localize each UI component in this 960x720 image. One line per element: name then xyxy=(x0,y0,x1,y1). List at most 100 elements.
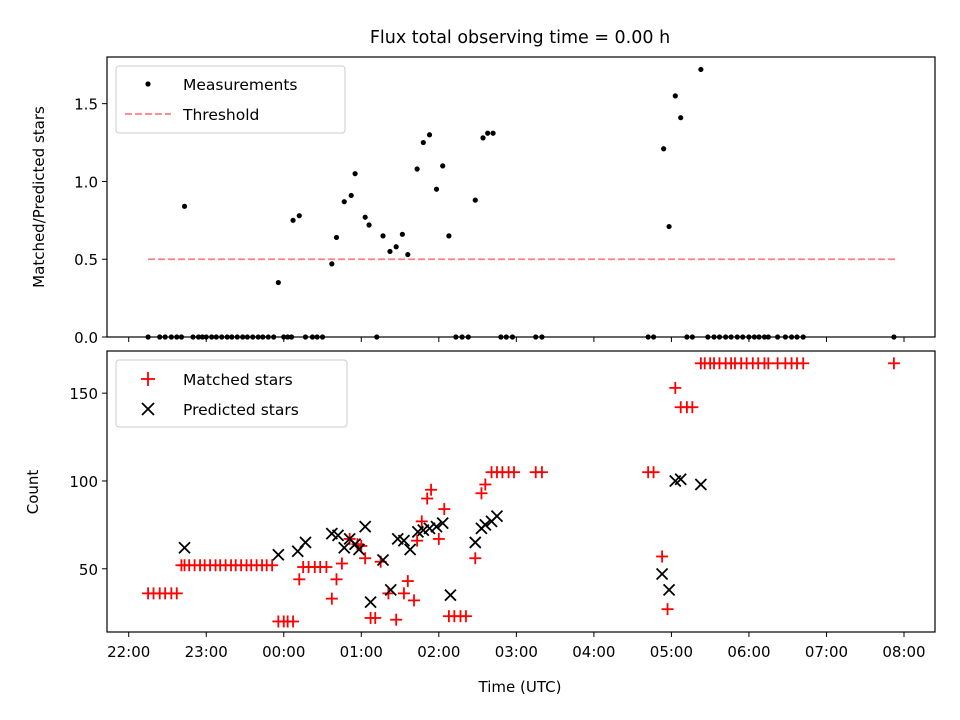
matched-star-point xyxy=(459,610,472,623)
measurement-point xyxy=(181,203,188,209)
bottom-x-tick-label: 22:00 xyxy=(107,643,150,661)
legend-measurements-label: Measurements xyxy=(183,76,298,94)
matched-star-point xyxy=(686,401,699,414)
matched-star-point xyxy=(415,515,428,528)
measurement-point xyxy=(420,139,426,146)
legend-matched-label: Matched stars xyxy=(183,371,293,389)
top-y-tick-label: 0.0 xyxy=(74,329,98,347)
measurement-point xyxy=(333,234,340,241)
measurement-point xyxy=(275,279,281,286)
matched-star-point xyxy=(797,357,810,370)
predicted-star-point xyxy=(359,520,372,533)
bottom-x-tick-label: 08:00 xyxy=(882,643,925,661)
measurement-point xyxy=(290,217,296,223)
measurement-point xyxy=(678,115,684,121)
measurement-point xyxy=(661,146,667,152)
top-panel: Flux total observing time = 0.00 h 0.0 0.… xyxy=(30,28,936,347)
measurement-point xyxy=(380,233,386,239)
bottom-x-tick-label: 06:00 xyxy=(727,643,770,661)
matched-star-point xyxy=(390,613,403,626)
matched-star-point xyxy=(647,466,660,479)
measurement-point xyxy=(666,223,672,230)
bottom-y-tick-label: 50 xyxy=(79,561,98,579)
matched-star-point xyxy=(293,573,306,586)
matched-star-point xyxy=(397,587,410,600)
matched-star-point xyxy=(887,357,900,370)
predicted-star-point xyxy=(376,553,390,567)
measurement-point xyxy=(405,251,411,258)
matched-star-point xyxy=(266,559,279,572)
predicted-star-point xyxy=(348,538,362,551)
measurement-point xyxy=(362,214,368,220)
predicted-star-point xyxy=(397,534,411,547)
bottom-x-tick-label: 05:00 xyxy=(650,643,693,661)
predicted-star-point xyxy=(694,478,708,491)
legend-predicted-marker xyxy=(141,402,155,416)
predicted-star-point xyxy=(331,529,345,542)
predicted-star-point xyxy=(384,583,397,596)
measurement-point xyxy=(472,197,478,203)
matched-star-point xyxy=(411,534,424,547)
measurement-point xyxy=(446,233,452,239)
matched-star-point xyxy=(369,611,382,624)
measurement-point xyxy=(352,171,358,177)
bottom-x-axis-label: Time (UTC) xyxy=(478,678,562,696)
matched-star-point xyxy=(421,492,434,505)
bottom-x-tick-label: 01:00 xyxy=(340,643,383,661)
bottom-x-tick-label: 00:00 xyxy=(262,643,305,661)
matched-star-point xyxy=(320,561,333,574)
matched-star-point xyxy=(408,594,421,607)
matched-star-point xyxy=(359,552,372,565)
legend-measurements-marker xyxy=(145,81,151,87)
predicted-star-point xyxy=(662,583,676,596)
bottom-panel: 50 100 150 22:00 23:00 00:00 01:00 02:00 03:00 04… xyxy=(24,350,936,696)
predicted-star-point xyxy=(403,543,417,556)
top-y-tick-label: 0.5 xyxy=(74,251,98,269)
measurement-point xyxy=(426,132,433,138)
top-legend: Measurements Threshold xyxy=(115,65,346,134)
matched-star-point xyxy=(335,557,348,570)
predicted-star-point xyxy=(423,522,436,535)
measurement-point xyxy=(329,261,335,267)
measurement-point xyxy=(490,130,496,136)
measurement-point xyxy=(366,222,372,228)
matched-star-point xyxy=(170,587,183,600)
matched-star-point xyxy=(479,478,492,491)
predicted-star-point xyxy=(338,541,351,554)
measurement-point xyxy=(440,163,446,169)
matched-star-point xyxy=(330,573,343,586)
measurement-point xyxy=(485,130,491,136)
top-axes-frame xyxy=(106,56,936,338)
measurement-point xyxy=(341,199,347,205)
predicted-star-point xyxy=(469,536,482,549)
measurement-point xyxy=(348,192,354,199)
bottom-x-tick-label: 04:00 xyxy=(572,643,615,661)
matched-star-point xyxy=(656,550,669,563)
matched-star-point xyxy=(325,592,338,605)
bottom-x-tick-label: 02:00 xyxy=(417,643,460,661)
measurement-point xyxy=(672,93,678,99)
top-y-axis-label: Matched/Predicted stars xyxy=(30,106,48,288)
predicted-star-point xyxy=(178,541,191,554)
bottom-legend-box xyxy=(115,359,348,428)
measurement-point xyxy=(698,66,704,73)
top-y-tick-label: 1.0 xyxy=(74,173,98,191)
predicted-star-point xyxy=(352,543,366,556)
bottom-y-tick-label: 150 xyxy=(69,385,98,403)
predicted-star-point xyxy=(436,516,449,530)
measurement-point xyxy=(399,231,405,237)
bottom-y-tick-label: 100 xyxy=(69,473,98,491)
measurement-point xyxy=(414,166,420,172)
predicted-star-point xyxy=(430,520,443,533)
predicted-star-point xyxy=(272,548,285,561)
bottom-x-tick-label: 07:00 xyxy=(805,643,848,661)
measurement-point xyxy=(480,135,486,141)
measurement-point xyxy=(387,248,393,255)
bottom-x-tick-label: 23:00 xyxy=(185,643,228,661)
predicted-star-point xyxy=(655,567,669,581)
predicted-star-point xyxy=(479,518,492,532)
matched-star-point xyxy=(425,483,438,496)
top-legend-box xyxy=(115,65,346,134)
matched-star-point xyxy=(475,487,488,500)
